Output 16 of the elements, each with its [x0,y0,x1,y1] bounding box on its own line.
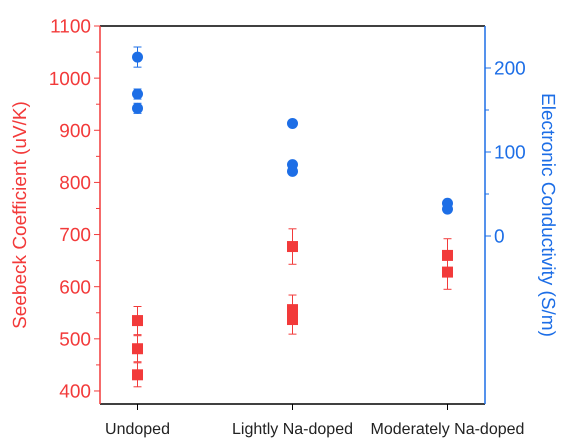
y-tick-label: 400 [59,382,91,403]
y-tick-label: 900 [59,120,91,142]
y-tick-label: 500 [59,329,91,350]
y-tick-label: 1100 [50,16,91,38]
y-tick-label: 600 [59,277,91,298]
y2-tick-label: 100 [494,142,526,164]
y2-tick-label: 0 [494,226,505,248]
y2-tick-label: 200 [494,58,526,80]
y-axis-title: Seebeck Coefficient (uV/K) [10,101,31,329]
y2-axis-title: Electronic Conductivity (S/m) [537,93,558,337]
y-tick-label: 1000 [48,68,91,90]
x-tick-label: Lightly Na-doped [232,421,353,438]
x-tick-label: Undoped [105,421,170,438]
y-tick-label: 800 [59,173,91,194]
y-tick-label: 700 [59,225,91,246]
x-tick-label: Moderately Na-doped [370,421,524,438]
